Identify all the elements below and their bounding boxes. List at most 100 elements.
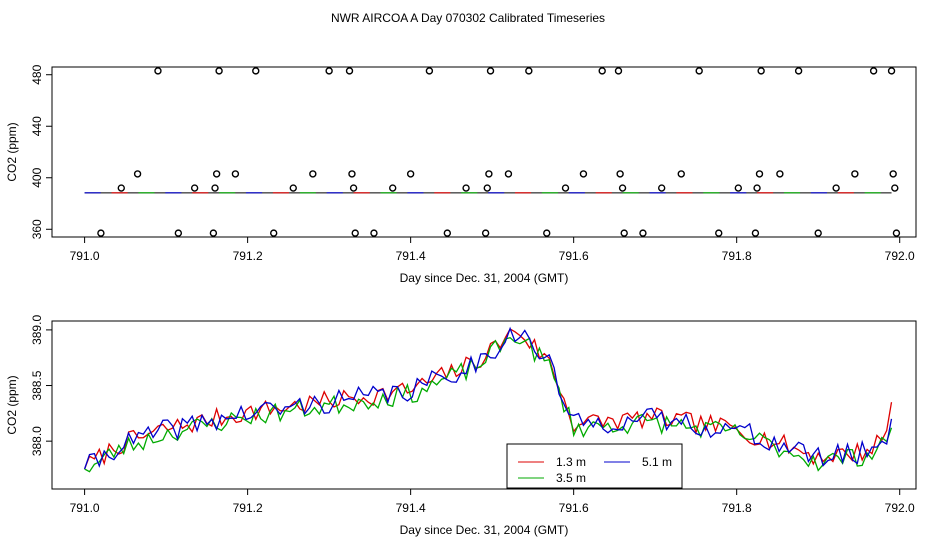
top-y-tick-label: 440 xyxy=(30,116,44,136)
bottom-axes: 791.0 791.2 791.4 791.6 791.8 792.0 388.0 388.5… xyxy=(30,315,915,515)
top-data-point xyxy=(755,170,764,178)
bottom-y-tick-label: 388.0 xyxy=(30,426,44,456)
top-data-point xyxy=(851,170,859,178)
top-y-tick-label: 400 xyxy=(30,167,44,187)
top-data-point xyxy=(832,184,840,192)
top-data-point xyxy=(486,67,495,75)
top-data-point xyxy=(753,184,761,192)
top-data-point xyxy=(561,184,570,192)
bottom-x-tick-label: 791.8 xyxy=(722,501,752,515)
top-data-point xyxy=(657,184,666,192)
top-data-point xyxy=(504,170,513,178)
top-data-point xyxy=(212,170,221,178)
top-data-point xyxy=(751,229,760,237)
top-data-point xyxy=(639,229,647,237)
top-data-point xyxy=(406,170,415,178)
bottom-y-tick-label: 389.0 xyxy=(30,315,44,345)
top-data-point xyxy=(462,184,470,192)
top-data-point xyxy=(389,184,397,192)
top-data-point xyxy=(695,67,703,75)
top-data-point xyxy=(345,67,354,75)
top-data-point xyxy=(443,229,452,237)
bottom-panel: 791.0 791.2 791.4 791.6 791.8 792.0 388.0 388.5… xyxy=(5,315,917,537)
top-data-point xyxy=(483,184,491,192)
legend-box xyxy=(506,443,683,489)
top-data-point xyxy=(543,229,551,237)
top-data-point xyxy=(598,67,606,75)
legend-label-3-5m: 3.5 m xyxy=(556,471,586,485)
top-data-point xyxy=(616,170,624,178)
top-data-point xyxy=(174,229,183,237)
top-plot-area xyxy=(84,67,901,237)
top-data-point xyxy=(887,67,896,75)
top-data-point xyxy=(231,170,240,178)
series-line-5-1-m xyxy=(83,326,893,470)
top-data-point xyxy=(215,67,223,75)
top-data-point xyxy=(289,184,297,192)
chart-title: NWR AIRCOA A Day 070302 Calibrated Times… xyxy=(331,11,605,25)
top-y-tick-label: 480 xyxy=(30,64,44,84)
top-x-tick-label: 791.2 xyxy=(233,249,263,263)
bottom-y-tick-label: 388.5 xyxy=(30,370,44,400)
top-data-point xyxy=(351,229,359,237)
top-data-point xyxy=(614,67,623,75)
legend-label-5-1m: 5.1 m xyxy=(642,455,672,469)
top-data-point xyxy=(869,67,878,75)
bottom-x-tick-label: 791.4 xyxy=(396,501,426,515)
top-data-point xyxy=(481,229,490,237)
bottom-y-axis-label: CO2 (ppm) xyxy=(5,375,19,434)
legend-label-1-3m: 1.3 m xyxy=(556,455,586,469)
top-data-point xyxy=(776,170,784,178)
top-data-point xyxy=(348,170,356,178)
top-data-point xyxy=(97,229,105,237)
top-data-point xyxy=(252,67,260,75)
top-data-point xyxy=(734,184,743,192)
top-x-tick-label: 792.0 xyxy=(885,249,915,263)
bottom-x-axis-label: Day since Dec. 31, 2004 (GMT) xyxy=(400,523,569,537)
top-data-point xyxy=(133,170,142,178)
top-data-point xyxy=(349,184,358,192)
top-plot-frame xyxy=(51,66,917,238)
top-data-point xyxy=(117,184,125,192)
top-data-point xyxy=(485,170,493,178)
bottom-x-tick-label: 792.0 xyxy=(885,501,915,515)
top-data-point xyxy=(715,229,723,237)
top-data-point xyxy=(211,184,219,192)
top-data-point xyxy=(677,170,685,178)
bottom-plot-area xyxy=(83,326,893,473)
bottom-plot-frame xyxy=(51,320,917,490)
top-x-tick-label: 791.6 xyxy=(559,249,589,263)
legend: 1.3 m 5.1 m 3.5 m xyxy=(506,443,683,489)
top-data-point xyxy=(891,184,899,192)
top-axes: 791.0 791.2 791.4 791.6 791.8 792.0 360 400 440 4… xyxy=(30,64,915,263)
top-data-point xyxy=(325,67,333,75)
top-data-point xyxy=(889,170,897,178)
top-data-point xyxy=(425,67,434,75)
top-data-point xyxy=(209,229,218,237)
top-data-point xyxy=(814,229,822,237)
top-data-point xyxy=(190,184,199,192)
top-x-axis-label: Day since Dec. 31, 2004 (GMT) xyxy=(400,271,569,285)
top-data-point xyxy=(892,229,901,237)
bottom-x-tick-label: 791.2 xyxy=(233,501,263,515)
top-data-point xyxy=(618,184,627,192)
top-data-point xyxy=(525,67,533,75)
top-data-point xyxy=(757,67,765,75)
top-data-point xyxy=(309,170,317,178)
top-data-point xyxy=(579,170,588,178)
top-x-tick-label: 791.0 xyxy=(70,249,100,263)
top-x-tick-label: 791.4 xyxy=(396,249,426,263)
top-data-point xyxy=(794,67,803,75)
bottom-x-tick-label: 791.0 xyxy=(70,501,100,515)
bottom-x-tick-label: 791.6 xyxy=(559,501,589,515)
top-data-point xyxy=(620,229,628,237)
top-data-point xyxy=(270,229,278,237)
top-data-point xyxy=(154,67,162,75)
top-data-point xyxy=(370,229,378,237)
series-line-1-3-m xyxy=(83,328,893,470)
series-line-3-5-m xyxy=(84,336,893,473)
top-y-tick-label: 360 xyxy=(30,219,44,239)
top-x-tick-label: 791.8 xyxy=(722,249,752,263)
top-panel: 791.0 791.2 791.4 791.6 791.8 792.0 360 400 440 4… xyxy=(5,64,917,285)
